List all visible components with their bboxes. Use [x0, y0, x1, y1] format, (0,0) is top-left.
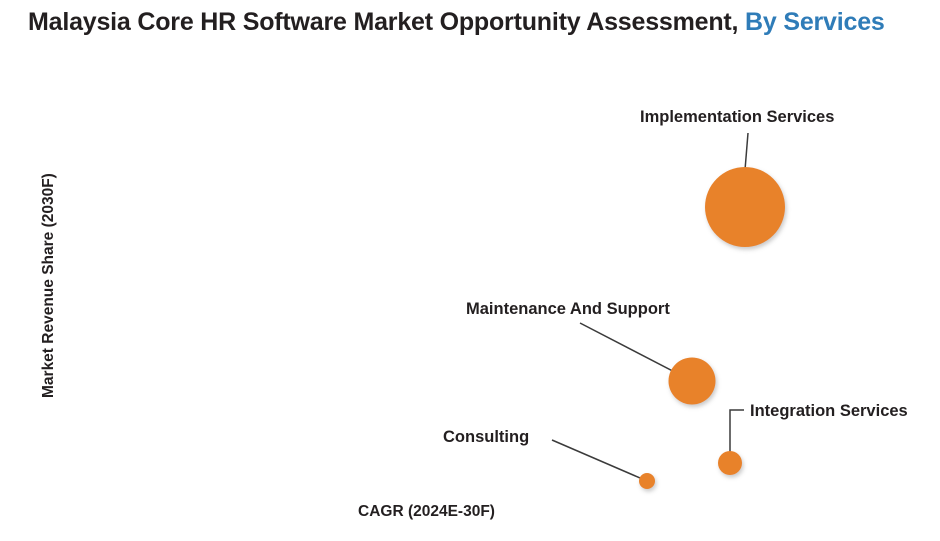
- bubble-maintenance-and-support[interactable]: [668, 357, 716, 405]
- bubble-integration-services[interactable]: [718, 451, 742, 475]
- bubble-consulting[interactable]: [639, 473, 655, 489]
- x-axis-title: CAGR (2024E-30F): [358, 503, 495, 520]
- bubble-implementation-services[interactable]: [705, 167, 785, 247]
- bubble-label-integration-services: Integration Services: [750, 402, 908, 420]
- leader-line-consulting: [551, 439, 648, 482]
- leader-line-integration-services: [729, 409, 744, 463]
- bubbles-group: [639, 167, 785, 489]
- bubble-label-implementation-services: Implementation Services: [640, 108, 835, 126]
- bubble-label-consulting: Consulting: [443, 428, 530, 446]
- page-title: Malaysia Core HR Software Market Opportu…: [28, 8, 885, 37]
- bubble-label-maintenance-and-support: Maintenance And Support: [466, 300, 670, 318]
- chart-title-accent: By Services: [738, 8, 885, 36]
- chart-title-main: Malaysia Core HR Software Market Opportu…: [28, 8, 739, 36]
